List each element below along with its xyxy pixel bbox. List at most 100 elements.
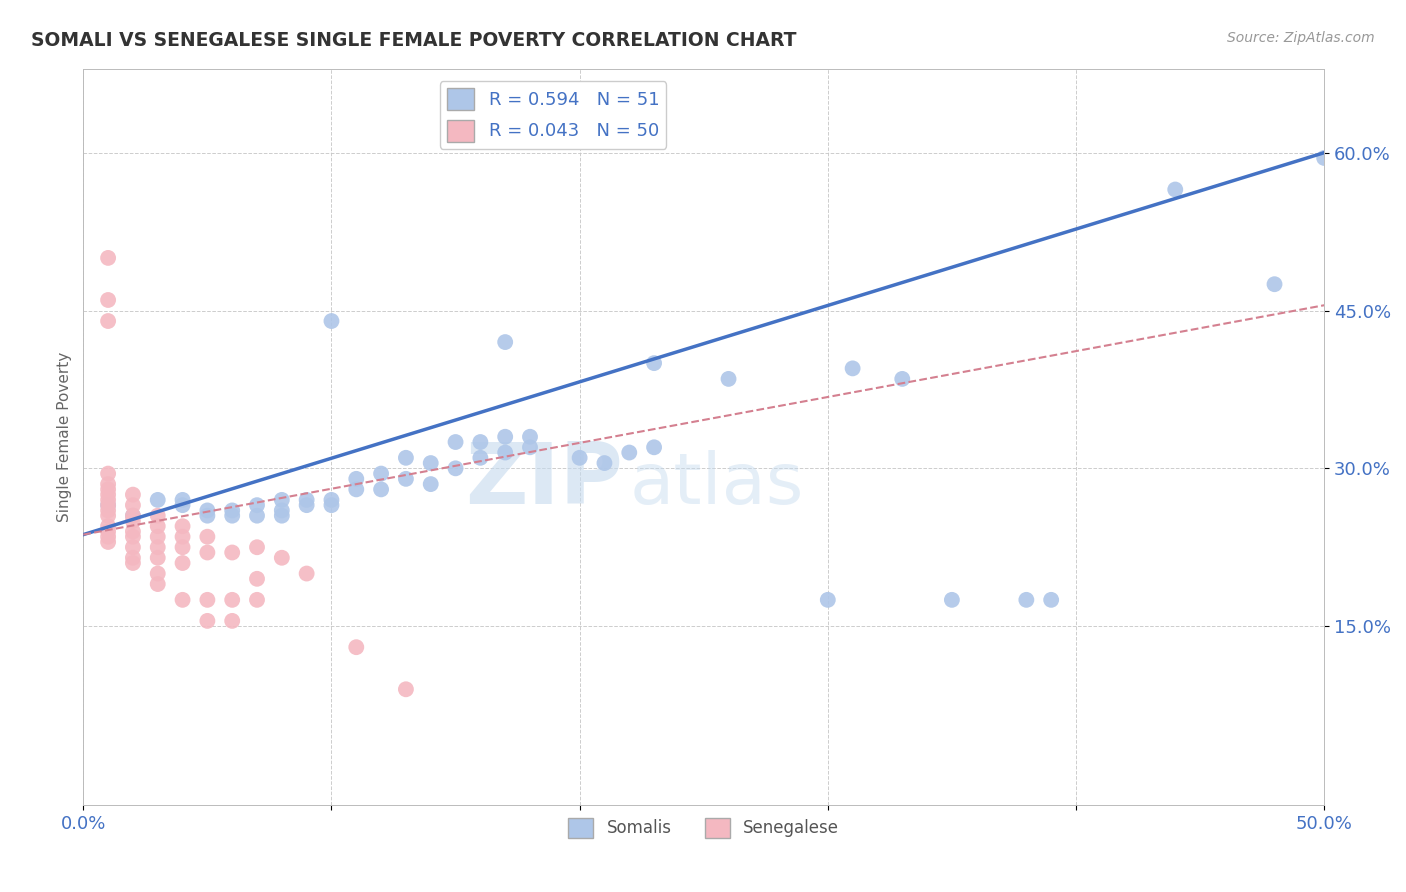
Point: [717, 372, 740, 386]
Point: [146, 519, 169, 533]
Point: [146, 566, 169, 581]
Point: [643, 440, 665, 454]
Point: [172, 498, 194, 512]
Point: [1313, 151, 1336, 165]
Point: [122, 524, 145, 539]
Text: Source: ZipAtlas.com: Source: ZipAtlas.com: [1227, 31, 1375, 45]
Point: [295, 498, 318, 512]
Point: [419, 456, 441, 470]
Point: [1040, 592, 1063, 607]
Point: [1263, 277, 1285, 292]
Point: [395, 450, 418, 465]
Point: [519, 440, 541, 454]
Point: [146, 550, 169, 565]
Point: [370, 483, 392, 497]
Point: [344, 472, 367, 486]
Point: [97, 251, 120, 265]
Point: [344, 640, 367, 655]
Point: [195, 508, 218, 523]
Point: [97, 498, 120, 512]
Point: [941, 592, 963, 607]
Point: [246, 592, 269, 607]
Point: [270, 550, 292, 565]
Text: SOMALI VS SENEGALESE SINGLE FEMALE POVERTY CORRELATION CHART: SOMALI VS SENEGALESE SINGLE FEMALE POVER…: [31, 31, 796, 50]
Point: [321, 314, 343, 328]
Point: [146, 492, 169, 507]
Point: [419, 477, 441, 491]
Point: [295, 566, 318, 581]
Point: [1164, 182, 1187, 196]
Point: [395, 682, 418, 697]
Point: [97, 530, 120, 544]
Point: [97, 483, 120, 497]
Point: [97, 488, 120, 502]
Point: [122, 556, 145, 570]
Point: [344, 483, 367, 497]
Point: [97, 524, 120, 539]
Point: [270, 503, 292, 517]
Point: [97, 314, 120, 328]
Point: [97, 535, 120, 549]
Point: [146, 540, 169, 554]
Point: [146, 577, 169, 591]
Point: [246, 498, 269, 512]
Point: [97, 498, 120, 512]
Point: [122, 498, 145, 512]
Point: [891, 372, 914, 386]
Point: [172, 592, 194, 607]
Point: [97, 467, 120, 481]
Point: [172, 540, 194, 554]
Point: [97, 519, 120, 533]
Point: [370, 467, 392, 481]
Point: [444, 435, 467, 450]
Point: [122, 530, 145, 544]
Point: [97, 503, 120, 517]
Point: [619, 445, 641, 459]
Point: [321, 492, 343, 507]
Point: [122, 508, 145, 523]
Point: [1015, 592, 1038, 607]
Point: [195, 530, 218, 544]
Point: [97, 508, 120, 523]
Point: [122, 540, 145, 554]
Point: [221, 503, 243, 517]
Point: [122, 508, 145, 523]
Point: [221, 545, 243, 559]
Point: [494, 334, 516, 349]
Point: [172, 556, 194, 570]
Point: [470, 450, 492, 465]
Point: [643, 356, 665, 370]
Point: [444, 461, 467, 475]
Point: [470, 435, 492, 450]
Point: [195, 614, 218, 628]
Point: [172, 519, 194, 533]
Point: [195, 592, 218, 607]
Point: [172, 530, 194, 544]
Point: [195, 545, 218, 559]
Point: [395, 472, 418, 486]
Point: [246, 572, 269, 586]
Point: [246, 540, 269, 554]
Point: [494, 445, 516, 459]
Point: [221, 614, 243, 628]
Point: [146, 530, 169, 544]
Point: [97, 492, 120, 507]
Point: [172, 492, 194, 507]
Point: [122, 488, 145, 502]
Point: [97, 293, 120, 307]
Point: [321, 498, 343, 512]
Point: [270, 508, 292, 523]
Point: [270, 492, 292, 507]
Point: [221, 508, 243, 523]
Point: [195, 503, 218, 517]
Point: [295, 492, 318, 507]
Point: [519, 430, 541, 444]
Point: [221, 592, 243, 607]
Point: [817, 592, 839, 607]
Point: [568, 450, 591, 465]
Legend: Somalis, Senegalese: Somalis, Senegalese: [561, 811, 846, 845]
Text: atlas: atlas: [630, 450, 804, 519]
Point: [146, 508, 169, 523]
Text: ZIP: ZIP: [465, 440, 623, 523]
Point: [593, 456, 616, 470]
